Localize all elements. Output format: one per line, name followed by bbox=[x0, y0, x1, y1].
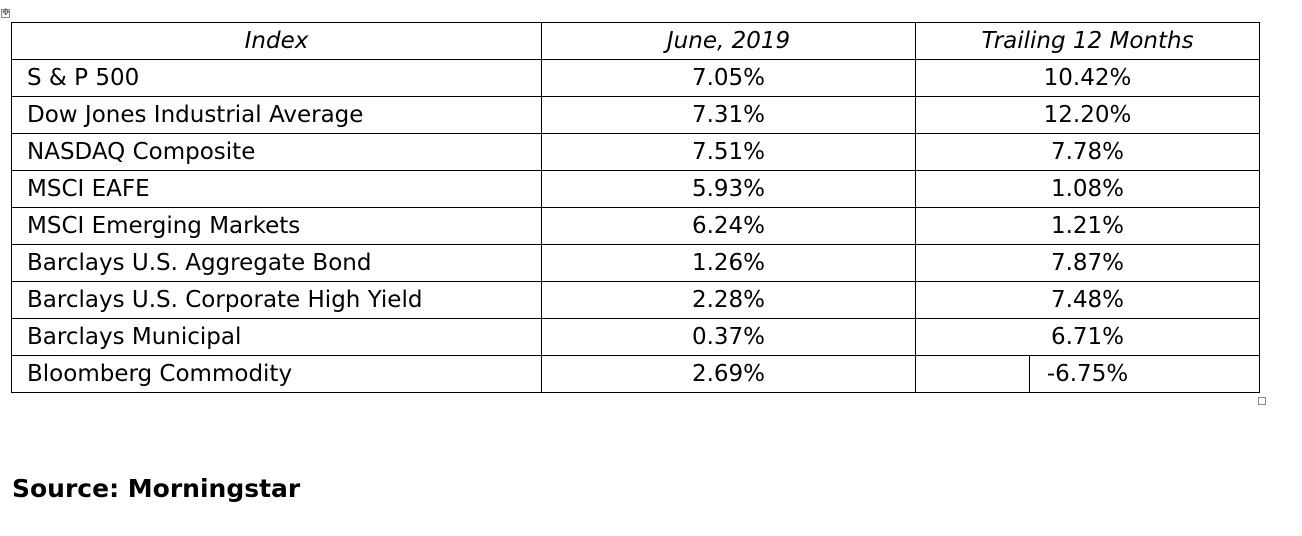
table-move-handle-icon[interactable]: ✥ bbox=[1, 8, 10, 18]
table-row: Barclays Municipal 0.37% 6.71% bbox=[11, 318, 1260, 356]
table-row: Barclays U.S. Corporate High Yield 2.28%… bbox=[11, 281, 1260, 319]
trailing-12-months-return-cell: 7.78% bbox=[915, 133, 1260, 171]
index-returns-table: Index June, 2019 Trailing 12 Months S & … bbox=[11, 22, 1260, 393]
index-name-cell: Dow Jones Industrial Average bbox=[11, 96, 542, 134]
trailing-12-months-return-cell: 12.20% bbox=[915, 96, 1260, 134]
table-row: MSCI Emerging Markets 6.24% 1.21% bbox=[11, 207, 1260, 245]
june-2019-return-cell: 2.69% bbox=[541, 355, 916, 393]
trailing-12-months-return-cell: 7.48% bbox=[915, 281, 1260, 319]
june-2019-return-cell: 7.05% bbox=[541, 59, 916, 97]
index-name-cell: NASDAQ Composite bbox=[11, 133, 542, 171]
column-header-trailing-12-months: Trailing 12 Months bbox=[915, 22, 1260, 60]
trailing-12-months-value: -6.75% bbox=[1046, 361, 1129, 387]
index-name-cell: S & P 500 bbox=[11, 59, 542, 97]
index-name-cell: Barclays U.S. Corporate High Yield bbox=[11, 281, 542, 319]
column-header-june-2019: June, 2019 bbox=[541, 22, 916, 60]
table-row: NASDAQ Composite 7.51% 7.78% bbox=[11, 133, 1260, 171]
june-2019-return-cell: 6.24% bbox=[541, 207, 916, 245]
index-name-cell: Barclays Municipal bbox=[11, 318, 542, 356]
source-note: Source: Morningstar bbox=[12, 474, 301, 503]
column-header-index: Index bbox=[11, 22, 542, 60]
index-name-cell: Barclays U.S. Aggregate Bond bbox=[11, 244, 542, 282]
june-2019-return-cell: 7.31% bbox=[541, 96, 916, 134]
index-name-cell: Bloomberg Commodity bbox=[11, 355, 542, 393]
june-2019-return-cell: 7.51% bbox=[541, 133, 916, 171]
table-resize-handle-icon[interactable] bbox=[1258, 397, 1266, 405]
trailing-12-months-return-cell: 1.21% bbox=[915, 207, 1260, 245]
june-2019-return-cell: 2.28% bbox=[541, 281, 916, 319]
table-row: MSCI EAFE 5.93% 1.08% bbox=[11, 170, 1260, 208]
trailing-12-months-return-cell: -6.75% bbox=[915, 355, 1260, 393]
june-2019-return-cell: 1.26% bbox=[541, 244, 916, 282]
table-row: Dow Jones Industrial Average 7.31% 12.20… bbox=[11, 96, 1260, 134]
table-row: Barclays U.S. Aggregate Bond 1.26% 7.87% bbox=[11, 244, 1260, 282]
trailing-12-months-return-cell: 10.42% bbox=[915, 59, 1260, 97]
trailing-12-months-return-cell: 6.71% bbox=[915, 318, 1260, 356]
june-2019-return-cell: 0.37% bbox=[541, 318, 916, 356]
index-name-cell: MSCI EAFE bbox=[11, 170, 542, 208]
table-row: Bloomberg Commodity 2.69% -6.75% bbox=[11, 355, 1260, 393]
trailing-12-months-return-cell: 7.87% bbox=[915, 244, 1260, 282]
table-row: S & P 500 7.05% 10.42% bbox=[11, 59, 1260, 97]
table-header-row: Index June, 2019 Trailing 12 Months bbox=[11, 22, 1260, 60]
june-2019-return-cell: 5.93% bbox=[541, 170, 916, 208]
index-name-cell: MSCI Emerging Markets bbox=[11, 207, 542, 245]
cell-divider-line bbox=[1029, 356, 1030, 392]
trailing-12-months-return-cell: 1.08% bbox=[915, 170, 1260, 208]
